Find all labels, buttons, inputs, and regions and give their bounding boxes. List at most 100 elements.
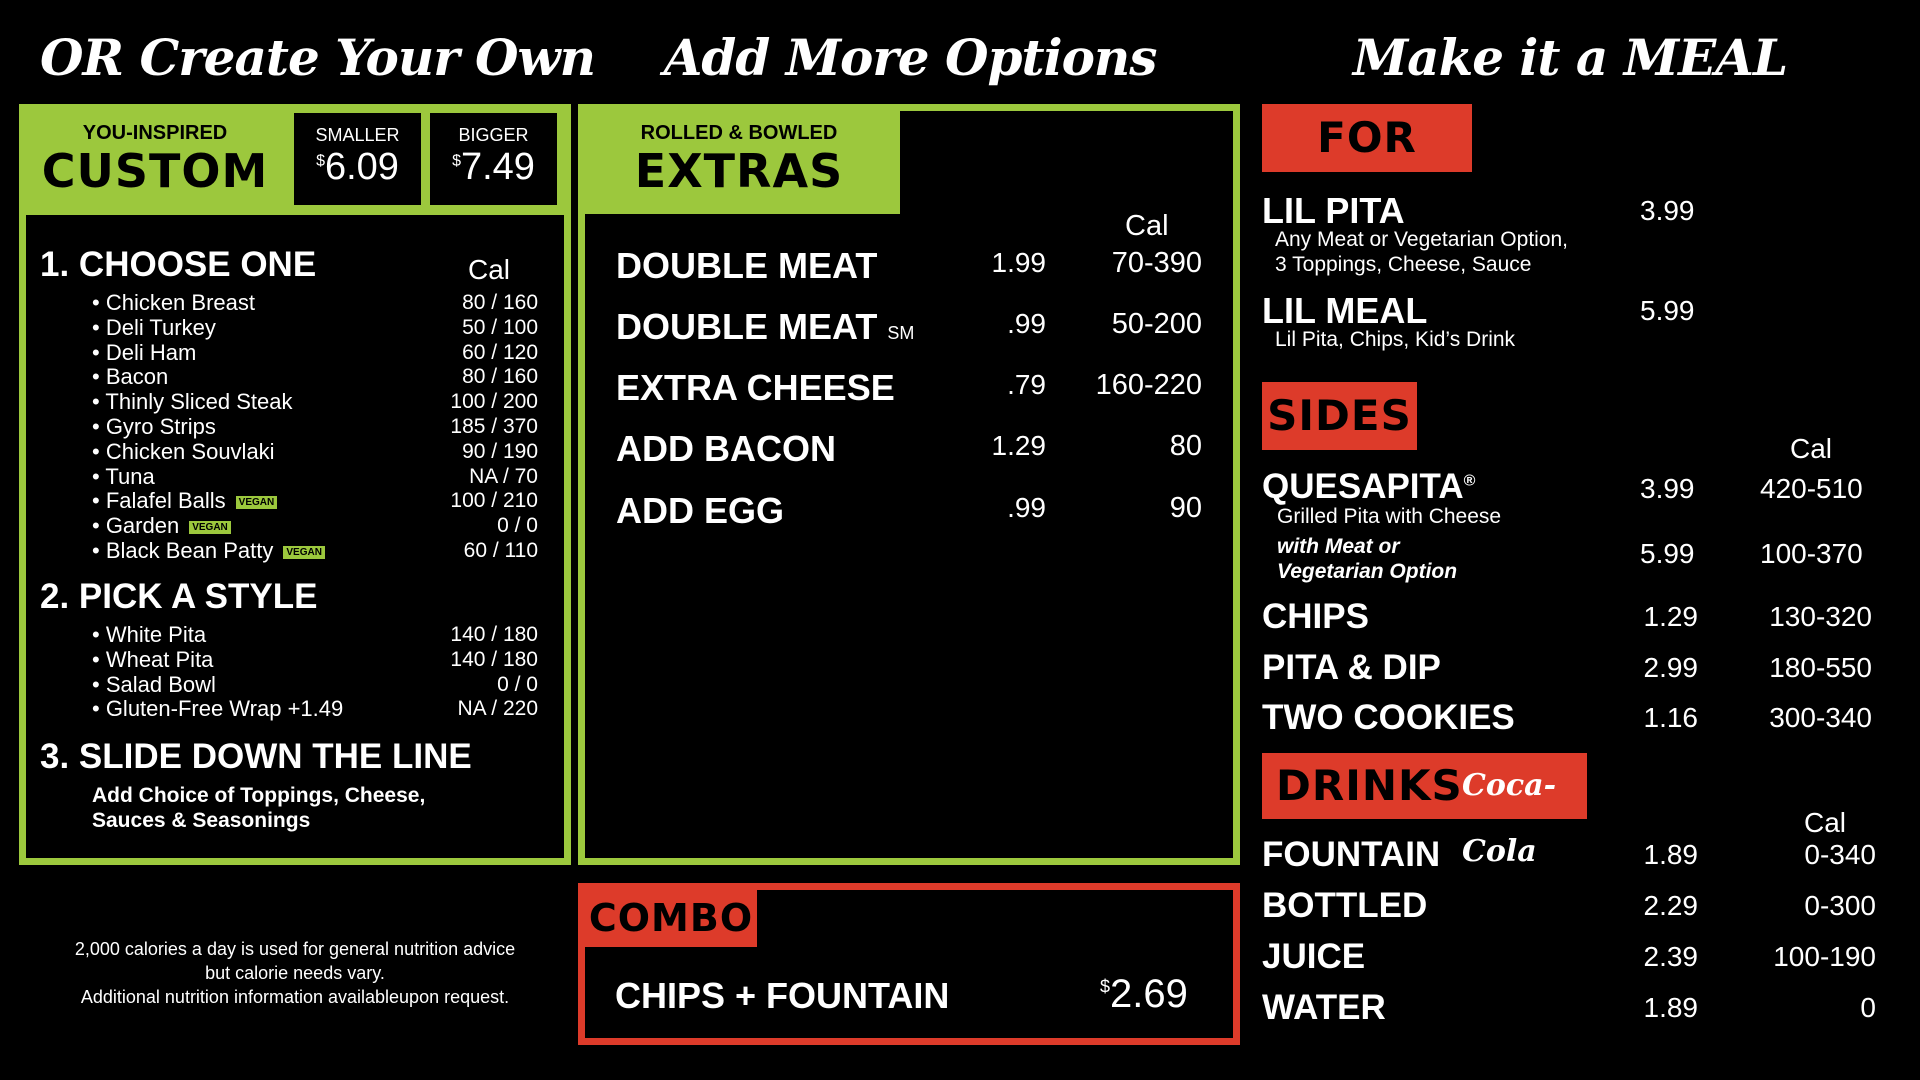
- protein-name: • Thinly Sliced Steak: [92, 389, 293, 415]
- extra-cal: 160-220: [1095, 369, 1202, 401]
- drink-cal: 0: [1860, 992, 1876, 1023]
- combo-price-wrap: $2.69: [1100, 972, 1188, 1017]
- side-cal: 180-550: [1769, 652, 1872, 683]
- quesapita-meat-price: 5.99: [1640, 538, 1695, 569]
- coca-cola-logo: Coca-Cola: [1462, 768, 1557, 869]
- smaller-label: SMALLER: [315, 125, 400, 145]
- vegan-badge: VEGAN: [235, 496, 278, 510]
- smaller-currency: $: [316, 152, 325, 170]
- extra-item: DOUBLE MEAT: [616, 245, 877, 287]
- protein-name: • Tuna: [92, 463, 155, 489]
- drink-price: 1.89: [1643, 992, 1699, 1023]
- side-price: 1.29: [1643, 601, 1699, 632]
- bigger-price: 7.49: [460, 146, 535, 188]
- style-name: • Wheat Pita: [92, 646, 214, 672]
- protein-name: • Chicken Breast: [92, 290, 255, 315]
- extra-name: EXTRA CHEESE: [616, 367, 895, 408]
- extra-price: 1.29: [991, 430, 1047, 461]
- extra-cal: 70-390: [1111, 247, 1202, 279]
- lil-meal-desc: Lil Pita, Chips, Kid’s Drink: [1275, 328, 1516, 351]
- side-price: 1.16: [1643, 702, 1699, 733]
- drink-cal: 100-190: [1773, 941, 1876, 972]
- make-meal-title: Make it a MEAL: [1352, 28, 1788, 87]
- extra-item: ADD BACON: [616, 428, 836, 470]
- protein-name: • Black Bean Patty: [92, 538, 274, 563]
- extra-cal: 80: [1169, 430, 1202, 462]
- protein-name: • Gyro Strips: [92, 414, 216, 439]
- protein-cal: 50 / 100: [462, 315, 538, 339]
- drink-price: 1.89: [1643, 839, 1699, 870]
- custom-panel: [19, 208, 571, 865]
- protein-cal: 60 / 110: [463, 539, 538, 562]
- side-cal: 130-320: [1769, 601, 1872, 632]
- protein-item: • Black Bean Patty VEGAN: [92, 538, 325, 564]
- protein-name: • Bacon: [92, 364, 169, 390]
- drink-name: FOUNTAIN: [1262, 835, 1441, 874]
- style-cal: 140 / 180: [450, 623, 538, 646]
- protein-item: • Chicken Breast: [92, 290, 255, 316]
- bigger-price-box: BIGGER $7.49: [430, 113, 557, 205]
- extra-cal: 50-200: [1111, 308, 1202, 340]
- extras-label: EXTRAS: [634, 144, 844, 198]
- step3-desc-1: Add Choice of Toppings, Cheese,: [92, 784, 426, 807]
- protein-item: • Deli Turkey: [92, 315, 216, 341]
- extras-panel: [578, 104, 1240, 865]
- nutrition-disclaimer: 2,000 calories a day is used for general…: [15, 937, 575, 1009]
- side-cal: 300-340: [1769, 702, 1872, 733]
- protein-cal: 100 / 210: [450, 489, 538, 513]
- extra-cal: 90: [1169, 492, 1202, 524]
- protein-name: • Deli Turkey: [92, 314, 216, 340]
- quesapita-name: QUESAPITA: [1262, 467, 1464, 506]
- protein-item: • Garden VEGAN: [92, 513, 231, 539]
- protein-name: • Falafel Balls: [92, 488, 226, 514]
- custom-cal-header: Cal: [468, 254, 511, 285]
- protein-cal: 60 / 120: [462, 340, 538, 364]
- extra-price: 1.99: [991, 247, 1047, 278]
- sides-label: SIDES: [1262, 382, 1417, 450]
- kids-label: FOR KIDS: [1262, 104, 1472, 230]
- side-name: CHIPS: [1262, 597, 1369, 636]
- create-own-title: OR Create Your Own: [40, 28, 596, 87]
- drink-name: WATER: [1262, 988, 1386, 1027]
- drinks-header: DRINKS Coca-Cola: [1262, 753, 1587, 869]
- protein-item: • Thinly Sliced Steak: [92, 389, 293, 415]
- extras-header: [578, 104, 900, 214]
- extra-item: ADD EGG: [616, 490, 784, 532]
- extra-name: ADD BACON: [616, 428, 836, 469]
- protein-cal: 185 / 370: [450, 415, 538, 438]
- custom-kicker: YOU-INSPIRED: [82, 122, 228, 144]
- extras-kicker: ROLLED & BOWLED: [640, 122, 838, 144]
- drink-price: 2.29: [1643, 890, 1699, 921]
- protein-item: • Bacon: [92, 364, 168, 390]
- step2-heading: 2. PICK A STYLE: [40, 577, 318, 616]
- protein-cal: 100 / 200: [450, 390, 538, 414]
- extra-price: .99: [1007, 492, 1046, 523]
- bigger-currency: $: [452, 152, 461, 170]
- drink-cal: 0-300: [1804, 890, 1876, 921]
- lil-pita-price: 3.99: [1640, 195, 1695, 226]
- protein-name: • Deli Ham: [92, 339, 197, 365]
- protein-item: • Deli Ham: [92, 340, 196, 366]
- lil-meal-name: LIL MEAL: [1262, 290, 1428, 331]
- vegan-badge: VEGAN: [283, 545, 325, 559]
- protein-item: • Gyro Strips: [92, 414, 216, 440]
- style-name: • Gluten-Free Wrap +1.49: [92, 696, 344, 722]
- protein-cal: 80 / 160: [462, 291, 538, 314]
- quesapita-name-wrap: QUESAPITA®: [1262, 467, 1475, 507]
- lil-pita-desc2: 3 Toppings, Cheese, Sauce: [1275, 253, 1532, 276]
- combo-currency: $: [1100, 976, 1111, 997]
- extra-price: .99: [1007, 308, 1046, 339]
- drink-cal: 0-340: [1804, 839, 1876, 870]
- style-cal: NA / 220: [457, 697, 538, 721]
- side-price: 2.99: [1643, 652, 1699, 683]
- quesapita-desc: Grilled Pita with Cheese: [1277, 505, 1502, 528]
- style-name: • Salad Bowl: [92, 671, 216, 697]
- protein-cal: 80 / 160: [462, 365, 538, 389]
- custom-label: CUSTOM: [41, 144, 269, 198]
- bigger-label: BIGGER: [458, 125, 529, 145]
- extra-name: DOUBLE MEAT: [616, 306, 878, 347]
- extra-item: EXTRA CHEESE: [616, 367, 895, 409]
- vegan-badge: VEGAN: [189, 520, 231, 534]
- style-name: • White Pita: [92, 622, 207, 647]
- extras-cal-header: Cal: [1125, 210, 1169, 242]
